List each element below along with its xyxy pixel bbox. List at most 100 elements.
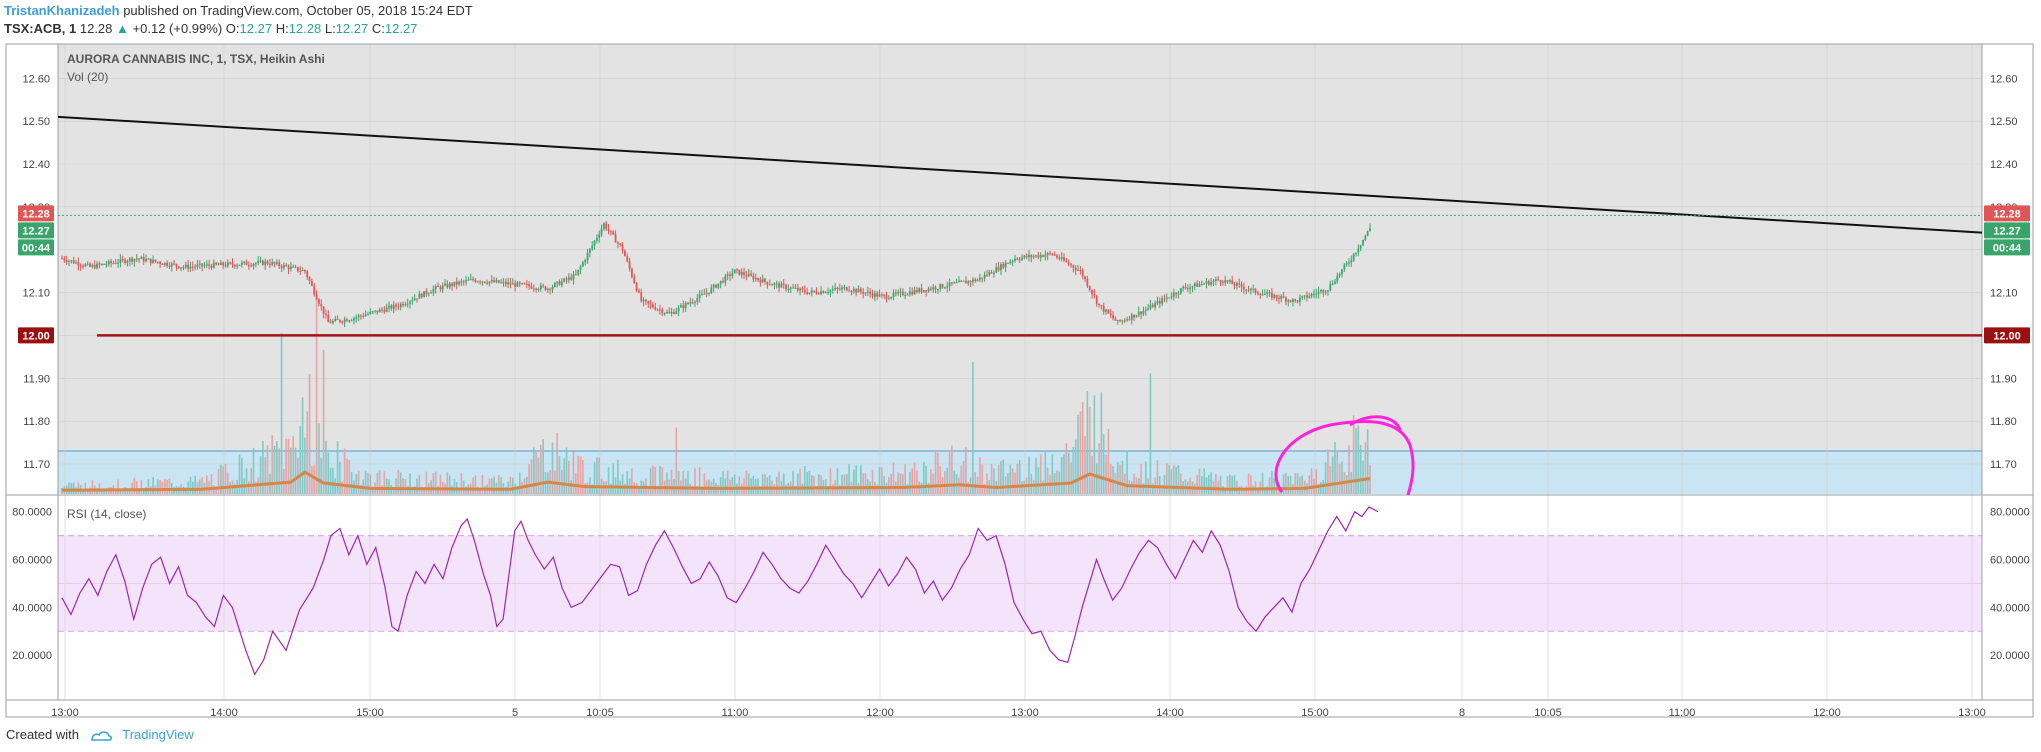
candle-body — [1182, 286, 1185, 289]
author-link[interactable]: TristanKhanizadeh — [4, 3, 120, 18]
volume-bar — [1329, 466, 1332, 494]
volume-bar — [649, 468, 652, 494]
candle-body — [729, 274, 731, 276]
volume-bar — [612, 463, 615, 494]
volume-bar — [348, 460, 351, 494]
volume-bar — [1357, 425, 1360, 494]
volume-bar — [206, 475, 208, 494]
candle-body — [112, 262, 115, 264]
open-label: O: — [225, 21, 240, 36]
candle-body — [841, 287, 844, 290]
candle-body — [584, 260, 587, 263]
volume-bar — [166, 479, 168, 494]
candle-body — [180, 267, 183, 269]
volume-bar — [1364, 442, 1367, 494]
volume-bar — [626, 471, 629, 494]
volume-bar — [579, 456, 582, 494]
volume-bar — [458, 488, 460, 494]
candle-body — [906, 294, 909, 296]
candle-body — [757, 278, 759, 280]
volume-bar — [677, 471, 680, 494]
volume-bar — [687, 471, 689, 494]
volume-bar — [575, 472, 577, 494]
volume-bar — [902, 474, 904, 494]
candle-body — [191, 266, 194, 268]
candle-body — [282, 265, 285, 268]
candle-body — [1285, 297, 1287, 302]
candle-body — [166, 262, 169, 266]
candle-body — [1282, 296, 1285, 298]
candle-body — [768, 284, 771, 286]
volume-bar — [72, 482, 75, 494]
volume-bar — [934, 450, 937, 494]
candle-body — [147, 258, 150, 260]
tradingview-brand-link[interactable]: TradingView — [122, 727, 194, 742]
volume-bar — [1168, 465, 1170, 494]
volume-bar — [70, 483, 73, 494]
candle-body — [217, 264, 220, 266]
volume-bar — [533, 447, 535, 494]
volume-bar — [1273, 478, 1276, 494]
volume-bar — [350, 471, 353, 494]
volume-bar — [227, 472, 229, 494]
candle-body — [556, 281, 559, 284]
volume-bar — [1287, 475, 1290, 494]
candle-body — [843, 287, 846, 289]
trendline[interactable] — [57, 115, 1983, 234]
volume-bar — [656, 486, 659, 494]
volume-bar — [299, 426, 302, 494]
volume-bar — [61, 488, 63, 494]
volume-bar — [960, 465, 963, 494]
candle-body — [1350, 260, 1353, 263]
price-tick-label: 12.40 — [1990, 159, 2018, 171]
volume-bar — [238, 454, 241, 494]
candle-body — [170, 263, 173, 267]
volume-bar — [726, 470, 729, 494]
volume-bar — [1226, 476, 1229, 494]
rsi-study-label: RSI (14, close) — [67, 507, 146, 521]
candle-body — [824, 292, 827, 294]
volume-bar — [876, 484, 878, 494]
candle-body — [752, 275, 755, 280]
volume-bar — [329, 467, 332, 494]
volume-bar — [596, 457, 598, 494]
candle-body — [997, 267, 1000, 271]
volume-bar — [691, 485, 694, 494]
price-tick-label: 12.60 — [22, 73, 50, 85]
candle-body — [862, 291, 865, 294]
volume-bar — [920, 482, 923, 494]
volume-bar — [1046, 467, 1049, 494]
candle-body — [1046, 253, 1049, 256]
candle-body — [712, 284, 715, 288]
candle-body — [119, 258, 122, 263]
time-axis: 13:00 14:00 15:00 5 10:05 11:00 12:00 13:00 14:0… — [51, 707, 1986, 719]
volume-bar — [1268, 477, 1271, 494]
volume-bar — [724, 478, 727, 494]
candle-body — [771, 284, 773, 286]
volume-bar — [883, 475, 885, 494]
candle-body — [836, 287, 839, 289]
candle-body — [290, 266, 292, 270]
candle-body — [666, 312, 668, 314]
volume-bar — [694, 468, 696, 494]
candle-body — [761, 278, 764, 283]
candle-body — [1249, 288, 1252, 291]
volume-bar — [974, 472, 977, 494]
candle-body — [726, 274, 729, 276]
candle-body — [1035, 255, 1037, 257]
candle-body — [820, 291, 823, 294]
volume-bar — [1105, 454, 1107, 494]
candle-body — [184, 264, 187, 268]
volume-bar — [430, 480, 432, 494]
volume-bar — [481, 475, 484, 494]
candle-body — [1329, 284, 1332, 291]
candle-body — [708, 292, 710, 294]
candle-body — [313, 285, 316, 295]
volume-bar — [311, 466, 313, 494]
price-tick-label: 11.80 — [23, 416, 50, 428]
price-axis-right: 12.6012.5012.4012.3012.2012.1012.0011.90… — [1990, 73, 2018, 471]
rsi-tick-label: 80.0000 — [1990, 507, 2030, 519]
volume-bar — [1289, 476, 1292, 494]
candle-body — [1154, 303, 1157, 308]
